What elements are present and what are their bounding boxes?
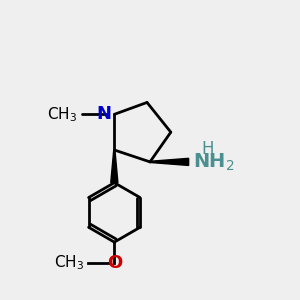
Text: CH$_3$: CH$_3$	[55, 254, 85, 272]
Polygon shape	[150, 158, 189, 166]
Text: N: N	[96, 105, 111, 123]
Polygon shape	[111, 150, 118, 183]
Text: O: O	[107, 254, 122, 272]
Text: NH$_2$: NH$_2$	[193, 151, 235, 172]
Text: H: H	[202, 140, 214, 158]
Text: CH$_3$: CH$_3$	[47, 105, 77, 124]
